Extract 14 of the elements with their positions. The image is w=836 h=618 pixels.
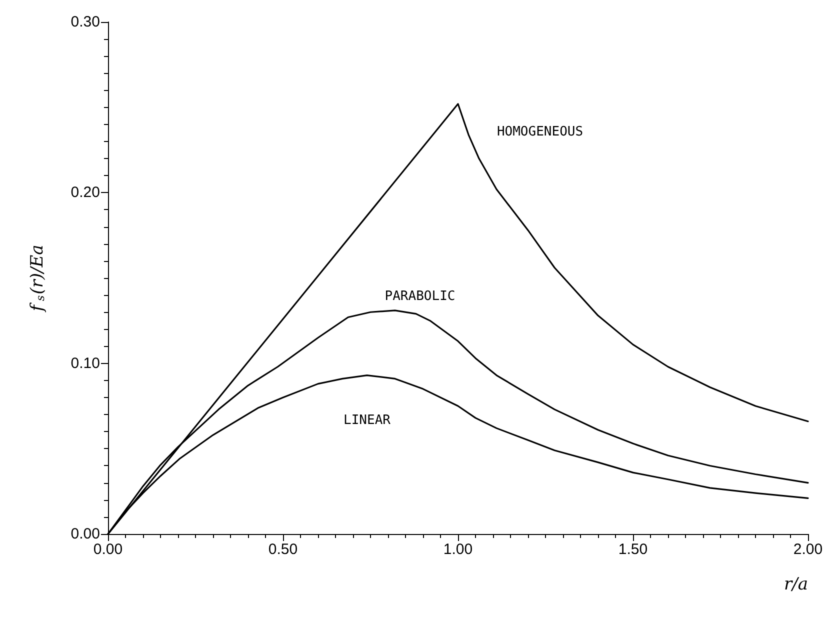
- text: LINEAR: [344, 412, 391, 428]
- x-axis-title: r/a: [784, 574, 808, 594]
- x-tick-label: 0.00: [93, 541, 123, 558]
- y-tick-label: 0.00: [70, 526, 100, 542]
- series-label: HOMOGENEOUS: [496, 124, 584, 140]
- y-axis-title: fs(r)/Ea: [28, 244, 48, 314]
- x-tick-label: 1.00: [443, 541, 473, 558]
- y-tick-label: 0.30: [70, 14, 100, 30]
- series-label: PARABOLIC: [384, 288, 456, 304]
- x-tick-label: 0.50: [268, 541, 298, 558]
- x-tick-label: 1.50: [618, 541, 648, 558]
- y-tick-label: 0.10: [70, 354, 100, 372]
- y-tick-label: 0.20: [70, 184, 100, 202]
- x-tick-label: 2.00: [793, 541, 823, 558]
